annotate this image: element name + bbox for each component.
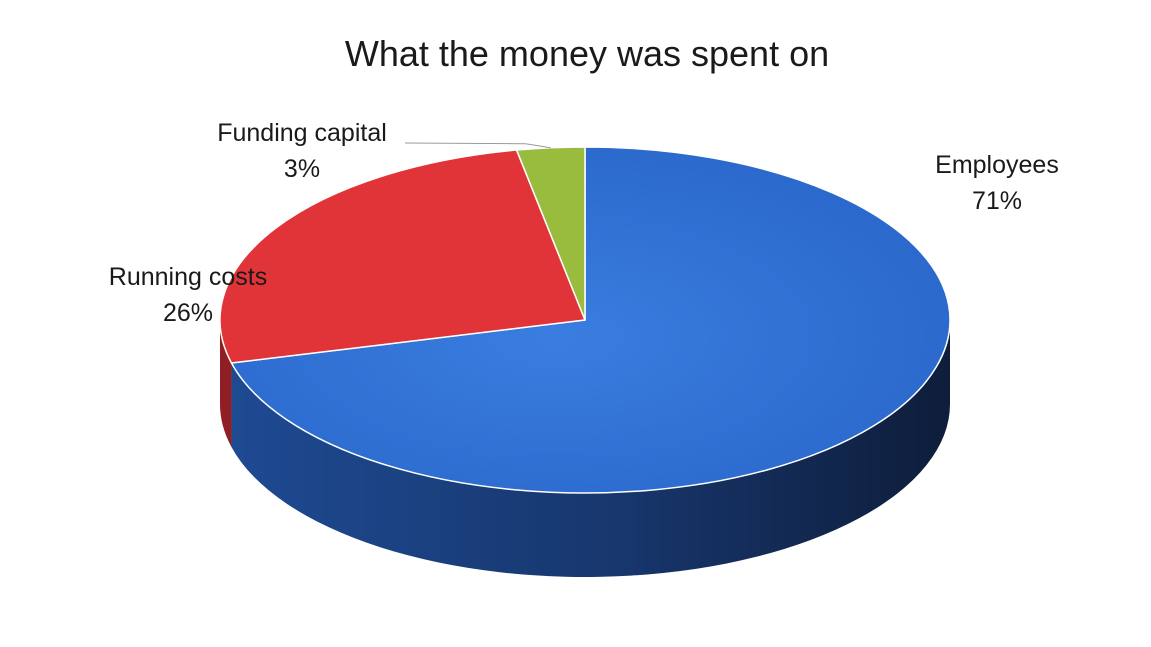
pie-labels: Employees 71% Running costs 26% Funding capi…	[109, 119, 1059, 327]
pie-slice-funding-capital	[515, 146, 586, 321]
pie-side-running-costs	[220, 320, 232, 448]
pie-slice-employees	[230, 146, 951, 494]
chart-title: What the money was spent on	[345, 33, 829, 74]
pie-top	[219, 146, 951, 494]
percent-employees: 71%	[972, 187, 1022, 215]
label-running-costs: Running costs	[109, 263, 267, 291]
percent-running-costs: 26%	[163, 299, 213, 327]
leader-line-funding-capital	[404, 142, 551, 149]
pie-slice-running-costs	[219, 149, 586, 364]
percent-funding-capital: 3%	[284, 155, 320, 183]
pie-side-employees	[231, 320, 951, 578]
pie-side-wall	[220, 320, 951, 578]
label-funding-capital: Funding capital	[217, 119, 387, 147]
label-employees: Employees	[935, 151, 1059, 179]
